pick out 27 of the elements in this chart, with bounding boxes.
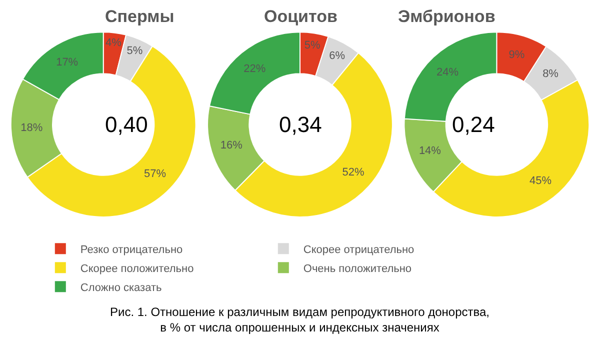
legend-label: Сложно сказать <box>80 282 162 294</box>
data-label: 9% <box>508 49 525 62</box>
data-label: 45% <box>529 175 552 188</box>
chart-title: Ооцитов <box>264 7 338 26</box>
data-label: 8% <box>542 68 559 80</box>
text: Рис. 1. Отношение к различным видам репродуктивного донорства, в % от числа опрошенных и индексных значениях <box>110 305 490 335</box>
data-label: 18% <box>20 122 43 134</box>
data-label: 24% <box>436 66 459 78</box>
data-label: 4% <box>105 36 122 49</box>
data-label: 5% <box>126 44 143 57</box>
legend-label: Очень положительно <box>303 262 412 275</box>
chart-title: Спермы <box>105 7 174 26</box>
data-label: 6% <box>329 50 346 62</box>
text: 0,34 <box>279 112 322 137</box>
legend-label: Скорее отрицательно <box>303 244 414 256</box>
data-label: 5% <box>304 39 320 52</box>
text: 0,24 <box>452 112 495 137</box>
chart-title: Эмбрионов <box>398 7 496 26</box>
data-label: 57% <box>144 168 166 180</box>
legend-label: Резко отрицательно <box>80 244 183 256</box>
legend-label: Скорее положительно <box>80 262 194 275</box>
data-label: 14% <box>418 144 442 157</box>
text: 0,40 <box>105 112 148 137</box>
data-label: 22% <box>244 63 266 76</box>
data-label: 17% <box>56 56 78 69</box>
data-label: 52% <box>342 166 364 178</box>
data-label: 16% <box>220 139 243 152</box>
